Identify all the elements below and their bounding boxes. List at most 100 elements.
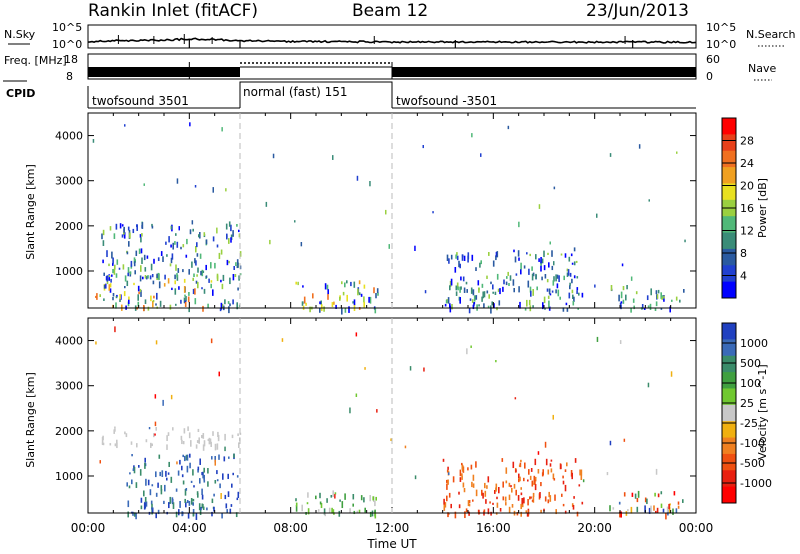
data-cell	[119, 223, 122, 229]
power-ylabel: Slant Range [km]	[24, 164, 37, 260]
data-cell	[499, 508, 502, 512]
data-cell	[214, 459, 216, 466]
data-cell	[612, 507, 615, 510]
data-cell	[341, 281, 343, 285]
data-cell	[520, 492, 523, 496]
data-cell	[222, 473, 224, 480]
data-cell	[236, 224, 238, 227]
data-cell	[180, 299, 182, 304]
data-cell	[197, 493, 199, 498]
data-cell	[187, 426, 189, 431]
data-cell	[609, 153, 612, 157]
data-cell	[143, 254, 146, 261]
data-cell	[346, 280, 348, 284]
data-cell	[170, 244, 172, 248]
data-cell	[144, 267, 147, 272]
data-cell	[155, 512, 157, 519]
data-cell	[546, 279, 549, 283]
data-cell	[144, 299, 147, 304]
data-cell	[576, 287, 579, 291]
data-cell	[306, 502, 309, 505]
data-cell	[556, 283, 559, 289]
colorbar-tick-label: 16	[740, 202, 754, 215]
data-cell	[156, 292, 158, 300]
data-cell	[128, 230, 131, 235]
data-cell	[151, 507, 153, 510]
data-cell	[631, 492, 634, 497]
ytick-label: 4000	[55, 335, 83, 348]
data-cell	[227, 301, 230, 304]
data-cell	[323, 508, 326, 515]
data-cell	[123, 232, 126, 239]
data-cell	[152, 300, 155, 303]
data-cell	[185, 488, 188, 491]
data-cell	[233, 266, 235, 270]
data-cell	[168, 236, 170, 243]
data-cell	[140, 237, 142, 243]
data-cell	[123, 291, 126, 297]
data-cell	[307, 508, 310, 515]
data-cell	[113, 233, 116, 239]
data-cell	[449, 305, 452, 313]
data-cell	[193, 485, 195, 488]
data-cell	[560, 253, 563, 256]
data-cell	[96, 293, 98, 300]
data-cell	[376, 409, 378, 413]
data-cell	[548, 306, 551, 311]
data-cell	[305, 302, 307, 306]
data-cell	[505, 281, 508, 286]
data-cell	[569, 285, 571, 290]
data-cell	[352, 494, 355, 500]
data-cell	[508, 482, 511, 487]
data-cell	[342, 291, 345, 296]
data-cell	[210, 283, 212, 289]
data-cell	[508, 283, 510, 287]
data-cell	[115, 223, 118, 230]
data-cell	[492, 284, 494, 290]
data-cell	[532, 272, 535, 277]
colorbar-tick-label: 8	[740, 247, 747, 260]
data-cell	[212, 187, 214, 193]
data-cell	[169, 496, 172, 504]
data-cell	[186, 454, 189, 461]
data-cell	[495, 255, 497, 261]
data-cell	[682, 499, 684, 503]
data-cell	[660, 503, 663, 508]
data-cell	[239, 273, 242, 276]
data-cell	[170, 476, 173, 483]
data-cell	[196, 242, 198, 248]
data-cell	[149, 489, 152, 496]
data-cell	[181, 511, 183, 517]
data-cell	[136, 443, 138, 448]
data-cell	[332, 490, 334, 497]
data-cell	[523, 265, 526, 269]
data-cell	[126, 482, 128, 487]
data-cell	[533, 475, 536, 483]
data-cell	[155, 340, 158, 345]
data-cell	[531, 273, 534, 281]
data-cell	[543, 508, 545, 512]
data-cell	[124, 431, 126, 435]
data-cell	[470, 287, 473, 294]
data-cell	[496, 251, 499, 258]
data-cell	[229, 277, 231, 285]
data-cell	[571, 472, 573, 480]
data-cell	[509, 275, 512, 281]
data-cell	[527, 499, 529, 506]
data-cell	[655, 301, 658, 307]
data-cell	[505, 502, 507, 506]
data-cell	[152, 301, 154, 308]
data-cell	[201, 287, 203, 290]
data-cell	[226, 259, 229, 266]
data-cell	[457, 286, 459, 291]
data-cell	[106, 275, 109, 282]
data-cell	[564, 253, 567, 258]
data-cell	[319, 492, 321, 499]
data-cell	[219, 483, 221, 489]
data-cell	[236, 265, 239, 269]
data-cell	[492, 260, 495, 267]
data-cell	[480, 260, 482, 265]
data-cell	[514, 256, 517, 263]
data-cell	[188, 432, 191, 439]
